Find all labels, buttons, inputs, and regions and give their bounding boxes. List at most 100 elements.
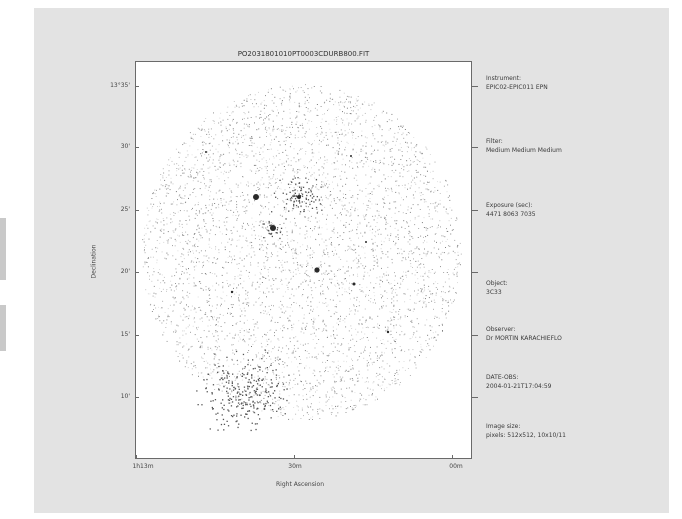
photon-pixel xyxy=(326,228,328,230)
photon-pixel xyxy=(280,125,282,127)
photon-pixel xyxy=(185,201,187,203)
diffuse-emission-pixel xyxy=(257,383,259,385)
photon-pixel xyxy=(311,87,313,89)
photon-pixel xyxy=(180,342,182,344)
photon-pixel xyxy=(261,244,263,246)
photon-pixel xyxy=(365,153,367,155)
photon-pixel xyxy=(387,223,389,224)
photon-pixel xyxy=(182,357,184,359)
photon-pixel xyxy=(252,319,254,320)
photon-pixel xyxy=(211,305,213,307)
photon-pixel xyxy=(248,124,250,126)
photon-pixel xyxy=(208,131,210,133)
photon-pixel xyxy=(193,317,195,319)
photon-pixel xyxy=(307,122,309,124)
photon-pixel xyxy=(314,140,315,142)
photon-pixel xyxy=(175,283,176,284)
photon-pixel xyxy=(327,144,329,146)
photon-pixel xyxy=(362,327,364,329)
photon-pixel xyxy=(237,143,239,145)
photon-pixel xyxy=(200,282,202,284)
photon-pixel xyxy=(372,135,374,137)
photon-pixel xyxy=(179,241,181,243)
photon-pixel xyxy=(222,287,224,289)
photon-pixel xyxy=(242,367,244,369)
photon-pixel xyxy=(214,346,216,348)
photon-pixel xyxy=(367,183,369,185)
diffuse-emission-pixel xyxy=(214,364,216,366)
photon-pixel xyxy=(367,339,369,341)
diffuse-emission-pixel xyxy=(255,428,257,431)
photon-pixel xyxy=(232,143,234,145)
photon-pixel xyxy=(299,273,301,274)
photon-pixel xyxy=(218,252,220,254)
photon-pixel xyxy=(215,282,217,284)
photon-pixel xyxy=(285,209,287,211)
photon-pixel xyxy=(264,378,266,380)
photon-pixel xyxy=(360,352,362,354)
diffuse-emission-pixel xyxy=(279,406,281,408)
photon-pixel xyxy=(357,331,359,333)
photon-pixel xyxy=(224,249,226,251)
photon-pixel xyxy=(238,304,240,306)
photon-pixel xyxy=(365,265,367,267)
diffuse-emission-pixel xyxy=(243,386,246,388)
photon-pixel xyxy=(316,104,318,105)
photon-pixel xyxy=(384,218,386,219)
photon-pixel xyxy=(253,394,255,396)
photon-pixel xyxy=(199,309,201,311)
photon-pixel xyxy=(347,292,349,294)
photon-pixel xyxy=(383,388,385,390)
photon-pixel xyxy=(360,150,362,152)
photon-pixel xyxy=(327,186,329,187)
photon-pixel xyxy=(236,360,238,362)
photon-pixel xyxy=(423,279,425,281)
photon-pixel xyxy=(376,245,378,247)
photon-pixel xyxy=(224,183,226,185)
photon-pixel xyxy=(330,132,332,134)
photon-pixel xyxy=(395,380,397,382)
photon-pixel xyxy=(351,290,353,292)
photon-pixel xyxy=(194,188,196,189)
photon-pixel xyxy=(415,364,417,366)
diffuse-emission-pixel xyxy=(252,401,254,403)
photon-pixel xyxy=(426,184,428,185)
photon-pixel xyxy=(268,202,270,204)
photon-pixel xyxy=(217,205,219,207)
photon-pixel xyxy=(227,143,229,145)
photon-pixel xyxy=(247,126,249,127)
diffuse-emission-pixel xyxy=(237,391,239,393)
photon-pixel xyxy=(161,322,163,324)
photon-pixel xyxy=(226,280,228,282)
photon-pixel xyxy=(236,164,238,166)
photon-pixel xyxy=(233,363,235,365)
photon-pixel xyxy=(417,171,419,173)
photon-pixel xyxy=(373,292,375,293)
photon-pixel xyxy=(425,306,427,308)
photon-pixel xyxy=(283,129,284,131)
photon-pixel xyxy=(262,276,264,278)
photon-pixel xyxy=(201,317,203,319)
photon-pixel xyxy=(285,137,287,139)
photon-pixel xyxy=(306,398,308,400)
photon-pixel xyxy=(207,373,209,375)
photon-pixel xyxy=(409,299,411,300)
photon-pixel xyxy=(419,350,421,352)
photon-pixel xyxy=(348,286,350,288)
photon-pixel xyxy=(344,149,346,151)
photon-pixel xyxy=(208,290,210,291)
photon-pixel xyxy=(324,262,326,264)
photon-pixel xyxy=(149,278,150,280)
photon-pixel xyxy=(402,279,404,280)
photon-pixel xyxy=(183,330,185,332)
photon-pixel xyxy=(395,201,397,203)
photon-pixel xyxy=(362,278,364,280)
photon-pixel xyxy=(427,234,429,236)
photon-pixel xyxy=(337,137,339,139)
photon-pixel xyxy=(361,290,363,292)
photon-pixel xyxy=(435,331,437,333)
photon-pixel xyxy=(320,126,322,127)
photon-pixel xyxy=(155,196,157,197)
photon-pixel xyxy=(302,389,304,391)
photon-pixel xyxy=(219,189,221,191)
